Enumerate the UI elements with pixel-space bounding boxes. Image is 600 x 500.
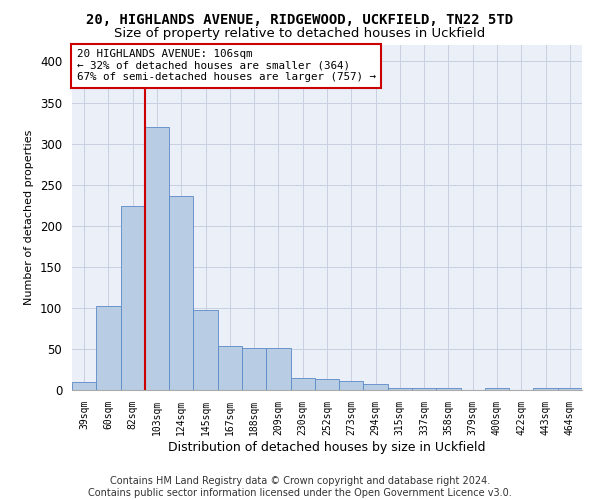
Text: 20, HIGHLANDS AVENUE, RIDGEWOOD, UCKFIELD, TN22 5TD: 20, HIGHLANDS AVENUE, RIDGEWOOD, UCKFIEL… [86,12,514,26]
Bar [169,196,193,390]
Bar [412,388,436,390]
Text: Size of property relative to detached houses in Uckfield: Size of property relative to detached ho… [115,28,485,40]
Bar [339,381,364,390]
Bar [145,127,169,390]
Bar [121,206,145,390]
Bar [96,306,121,390]
X-axis label: Distribution of detached houses by size in Uckfield: Distribution of detached houses by size … [168,440,486,454]
Bar [315,378,339,390]
Bar [388,388,412,390]
Bar [364,384,388,390]
Bar [558,388,582,390]
Bar [72,382,96,390]
Bar [533,388,558,390]
Y-axis label: Number of detached properties: Number of detached properties [25,130,34,305]
Text: 20 HIGHLANDS AVENUE: 106sqm
← 32% of detached houses are smaller (364)
67% of se: 20 HIGHLANDS AVENUE: 106sqm ← 32% of det… [77,49,376,82]
Bar [193,310,218,390]
Bar [436,388,461,390]
Bar [218,346,242,390]
Bar [242,348,266,390]
Bar [266,348,290,390]
Bar [485,388,509,390]
Text: Contains HM Land Registry data © Crown copyright and database right 2024.
Contai: Contains HM Land Registry data © Crown c… [88,476,512,498]
Bar [290,378,315,390]
